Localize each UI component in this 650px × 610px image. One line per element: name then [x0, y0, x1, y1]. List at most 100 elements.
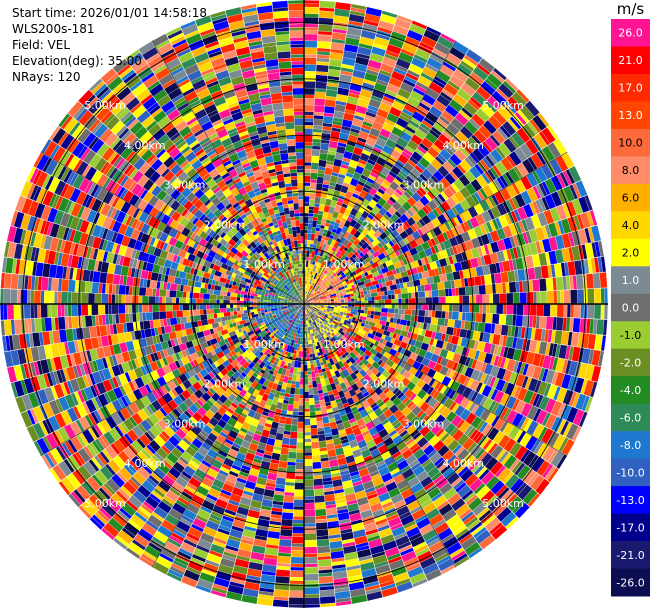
radar-gate [586, 273, 594, 289]
radar-gate [337, 232, 345, 240]
radar-gate [549, 207, 561, 223]
radar-gate [597, 257, 603, 273]
radar-gate [339, 191, 347, 197]
radar-gate [431, 310, 436, 318]
radar-gate [382, 96, 395, 104]
radar-gate [383, 250, 389, 257]
radar-gate [346, 225, 354, 234]
radar-gate [472, 148, 485, 162]
radar-gate [319, 197, 327, 205]
radar-gate [492, 165, 502, 177]
radar-gate [343, 220, 351, 228]
radar-gate [600, 288, 605, 304]
radar-gate [538, 182, 548, 197]
radar-gate [320, 290, 324, 293]
radar-gate [318, 287, 322, 291]
radar-gate [314, 91, 326, 100]
radar-gate [295, 381, 300, 389]
radar-gate [565, 169, 576, 184]
radar-gate [317, 292, 321, 295]
radar-gate [304, 540, 317, 547]
radar-gate [460, 320, 465, 329]
radar-gate [541, 225, 549, 239]
radar-gate [307, 302, 311, 304]
radar-gate [338, 139, 348, 145]
radar-gate [282, 502, 294, 510]
radar-gate [310, 424, 318, 429]
radar-gate [320, 190, 328, 199]
radar-gate [405, 188, 414, 197]
radar-gate [314, 230, 320, 238]
radar-gate [426, 255, 433, 264]
radar-gate [469, 216, 480, 229]
radar-gate [317, 51, 330, 56]
radar-gate [496, 177, 506, 189]
radar-gate [538, 240, 545, 253]
radar-gate [461, 312, 466, 321]
radar-gate [310, 300, 314, 302]
radar-gate [432, 100, 447, 113]
radar-gate [375, 283, 380, 289]
radar-gate [367, 310, 371, 315]
radar-gate [360, 294, 365, 298]
radar-gate [283, 399, 289, 404]
radar-gate [316, 539, 330, 547]
radar-gate [444, 104, 459, 118]
radar-gate [267, 530, 280, 539]
radar-gate [376, 273, 384, 280]
radar-gate [382, 220, 392, 230]
radar-gate [383, 163, 392, 171]
radar-gate [486, 304, 490, 314]
radar-gate [350, 273, 358, 280]
radar-gate [448, 311, 453, 320]
radar-gate [556, 317, 564, 331]
radar-gate [367, 307, 375, 312]
radar-gate [447, 158, 457, 169]
radar-gate [350, 243, 356, 249]
radar-gate [373, 276, 378, 281]
radar-gate [307, 230, 312, 234]
radar-gate [288, 448, 297, 453]
radar-gate [557, 220, 565, 235]
radar-gate [322, 287, 326, 291]
radar-gate [604, 288, 608, 304]
radar-gate [505, 171, 515, 184]
radar-gate [427, 269, 436, 278]
radar-gate [340, 299, 345, 302]
radar-gate [449, 153, 462, 166]
radar-gate [318, 263, 322, 267]
radar-gate [269, 428, 278, 436]
radar-gate [411, 57, 427, 69]
radar-gate [350, 153, 361, 162]
radar-gate [453, 136, 464, 147]
radar-gate [304, 290, 306, 294]
radar-gate [425, 87, 440, 100]
radar-gate [498, 214, 509, 228]
radar-gate [327, 256, 331, 261]
radar-gate [328, 140, 339, 149]
radar-gate [317, 274, 321, 278]
radar-gate [389, 181, 400, 191]
radar-gate [388, 251, 397, 260]
radar-gate [403, 148, 413, 157]
radar-gate [495, 146, 506, 159]
radar-gate [334, 300, 338, 303]
radar-gate [508, 151, 522, 166]
radar-gate [433, 236, 440, 245]
radar-gate [304, 411, 310, 419]
radar-gate [371, 121, 384, 132]
radar-gate [464, 120, 478, 135]
radar-gate [490, 149, 503, 163]
radar-gate [304, 115, 314, 119]
radar-gate [386, 247, 395, 255]
radar-gate [354, 256, 359, 262]
radar-gate [307, 287, 310, 292]
radar-gate [324, 283, 328, 287]
radar-gate [369, 254, 375, 260]
radar-gate [304, 418, 311, 426]
radar-gate [322, 416, 330, 424]
radar-gate [467, 155, 477, 166]
radar-gate [447, 80, 461, 91]
radar-gate [309, 404, 316, 412]
radar-gate [541, 127, 556, 144]
